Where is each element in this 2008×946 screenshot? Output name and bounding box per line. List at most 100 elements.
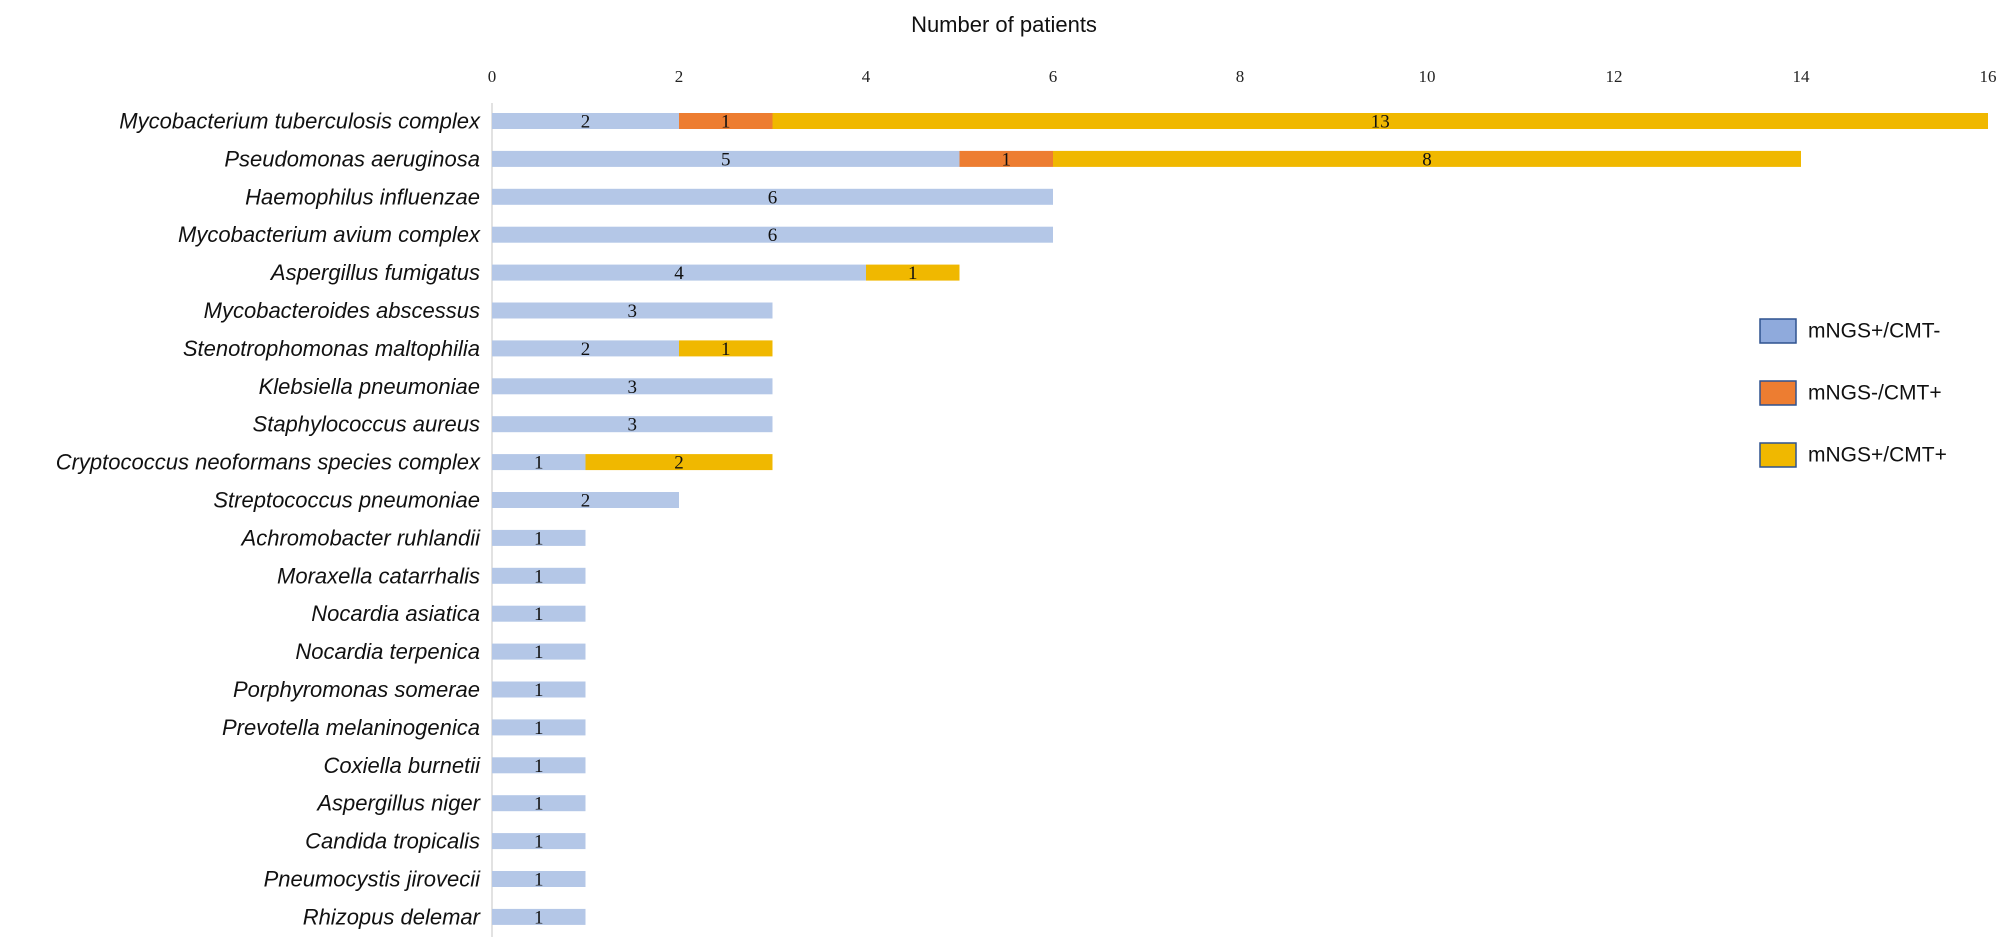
legend-label: mNGS-/CMT+: [1808, 382, 1942, 405]
legend-swatch: [1759, 442, 1797, 468]
bar-value-label: 1: [534, 642, 544, 663]
legend-swatch: [1759, 380, 1797, 406]
category-label: Klebsiella pneumoniae: [259, 374, 480, 399]
category-label: Achromobacter ruhlandii: [240, 525, 482, 550]
x-tick-label: 14: [1793, 67, 1811, 86]
x-tick-label: 2: [675, 67, 684, 86]
category-label: Haemophilus influenzae: [245, 184, 480, 209]
category-label: Nocardia terpenica: [295, 639, 480, 664]
x-tick-label: 16: [1980, 67, 1997, 86]
bar-segment: [772, 113, 1988, 129]
category-label: Prevotella melaninogenica: [222, 715, 480, 740]
bar-value-label: 1: [534, 907, 544, 928]
bar-segment: [492, 908, 586, 925]
bar-segment: [585, 454, 773, 471]
bar-value-label: 1: [721, 112, 731, 133]
bar-segment: [492, 188, 1053, 205]
bar-segment: [492, 378, 773, 395]
category-label: Candida tropicalis: [305, 829, 480, 854]
bar-segment: [492, 150, 960, 167]
x-axis-ticks: 0 2 4 6 8 10 12 14 16: [488, 67, 1997, 86]
bar-segment: [492, 719, 586, 736]
bar-value-label: 2: [581, 339, 591, 360]
bar-value-label: 8: [1422, 149, 1432, 170]
legend-label: mNGS+/CMT+: [1808, 444, 1947, 467]
legend-label: mNGS+/CMT-: [1808, 320, 1940, 343]
bar-segment: [866, 264, 960, 281]
category-label: Aspergillus niger: [315, 791, 481, 816]
x-tick-label: 0: [488, 67, 497, 86]
bar-value-label: 1: [534, 566, 544, 587]
category-label: Mycobacteroides abscessus: [204, 298, 480, 323]
bar-value-label: 13: [1371, 112, 1390, 133]
bar-value-label: 1: [534, 680, 544, 701]
category-label: Stenotrophomonas maltophilia: [183, 336, 480, 361]
bar-value-label: 3: [628, 415, 638, 436]
x-tick-label: 8: [1236, 67, 1245, 86]
bar-value-label: 1: [534, 528, 544, 549]
bar-segment: [492, 113, 679, 129]
bar-segment: [492, 795, 586, 812]
legend-swatch: [1759, 318, 1797, 344]
bar-segment: [679, 340, 773, 357]
bar-value-label: 1: [534, 604, 544, 625]
x-tick-label: 12: [1606, 67, 1623, 86]
x-tick-label: 4: [862, 67, 871, 86]
category-label: Nocardia asiatica: [311, 601, 480, 626]
category-labels: Mycobacterium tuberculosis complex Pseudo…: [56, 109, 482, 930]
bar-segment: [492, 226, 1053, 243]
bar-value-label: 4: [674, 263, 684, 284]
bar-value-label: 1: [534, 453, 544, 474]
bar-segment: [492, 757, 586, 774]
bar-value-label: 2: [581, 112, 591, 133]
category-label: Rhizopus delemar: [303, 904, 482, 929]
category-label: Mycobacterium tuberculosis complex: [119, 109, 481, 134]
category-label: Staphylococcus aureus: [253, 412, 480, 437]
bar-segment: [492, 833, 586, 850]
x-axis-title: Number of patients: [911, 12, 1097, 37]
bar-segment: [492, 454, 586, 471]
bar-segment: [492, 340, 679, 357]
bar-value-label: 5: [721, 149, 731, 170]
bar-segment: [679, 113, 773, 129]
category-label: Aspergillus fumigatus: [269, 260, 480, 285]
bar-value-label: 1: [534, 832, 544, 853]
bar-segment: [492, 643, 586, 660]
bar-segment: [492, 605, 586, 622]
bar-value-label: 1: [534, 718, 544, 739]
bar-value-label: 1: [1002, 149, 1012, 170]
bar-segment: [492, 302, 773, 319]
bar-value-label: 6: [768, 187, 778, 208]
bar-segment: [492, 871, 586, 887]
bar-value-label: 1: [908, 263, 918, 284]
legend: mNGS+/CMT-mNGS-/CMT+ mNGS+/CMT+: [1759, 318, 1947, 468]
bar-value-label: 1: [534, 756, 544, 777]
bar-segment: [492, 529, 586, 546]
category-label: Moraxella catarrhalis: [277, 563, 480, 588]
bar-value-label: 2: [674, 453, 684, 474]
bar-value-label: 6: [768, 225, 778, 246]
bar-value-label: 1: [721, 339, 731, 360]
bar-segment: [492, 567, 586, 584]
category-label: Mycobacterium avium complex: [178, 222, 481, 247]
x-tick-label: 6: [1049, 67, 1058, 86]
x-tick-label: 10: [1419, 67, 1436, 86]
category-label: Pseudomonas aeruginosa: [224, 146, 480, 171]
bar-segment: [492, 264, 866, 281]
bar-value-label: 3: [628, 301, 638, 322]
category-label: Coxiella burnetii: [323, 753, 481, 778]
bar-segment: [492, 416, 773, 433]
bar-value-label: 3: [628, 377, 638, 398]
bar-value-label: 1: [534, 870, 544, 891]
bar-value-label: 1: [534, 794, 544, 815]
category-label: Cryptococcus neoformans species complex: [56, 450, 481, 475]
category-label: Pneumocystis jirovecii: [264, 867, 482, 892]
bar-segment: [959, 150, 1053, 167]
category-label: Porphyromonas somerae: [233, 677, 480, 702]
bar-segment: [492, 492, 679, 508]
bar-value-label: 2: [581, 491, 591, 512]
bar-segment: [1053, 150, 1801, 167]
bar-segment: [492, 681, 586, 698]
